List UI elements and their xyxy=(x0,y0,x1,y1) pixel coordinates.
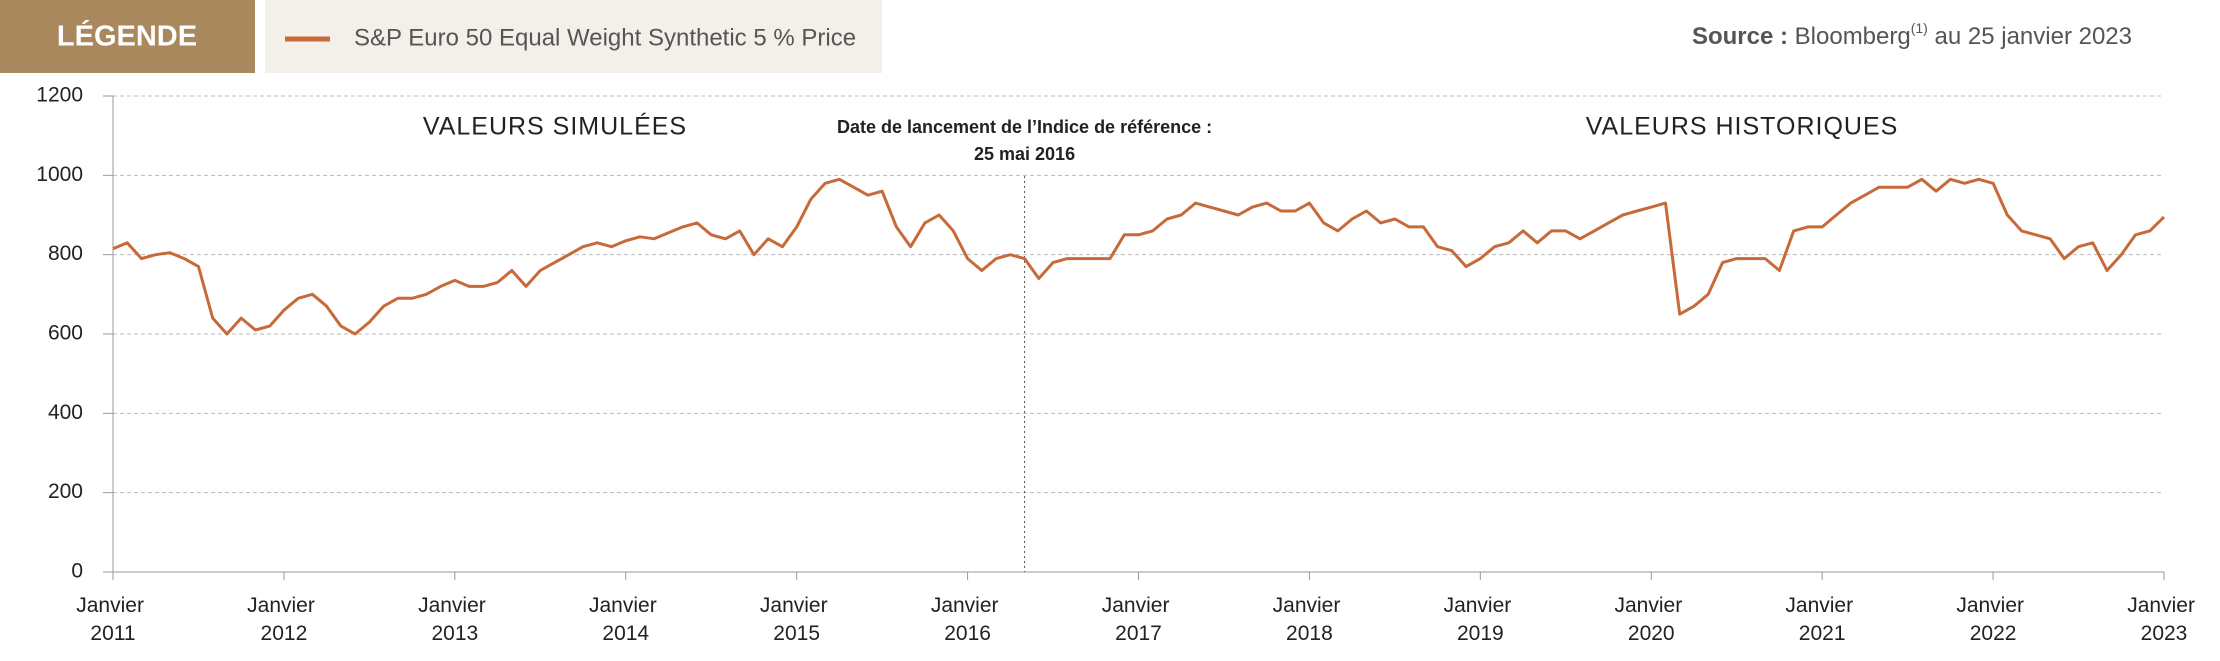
source-date: au 25 janvier 2023 xyxy=(1935,23,2132,50)
x-tick-label: Janvier 2021 xyxy=(1785,594,1859,645)
x-tick-label: Janvier 2013 xyxy=(418,594,492,645)
annotation: Date de lancement de l’Indice de référen… xyxy=(837,117,1212,137)
legend-panel xyxy=(265,0,882,73)
x-tick-label: Janvier 2012 xyxy=(247,594,321,645)
y-tick-label: 200 xyxy=(48,480,83,503)
y-tick-label: 600 xyxy=(48,322,83,345)
source-text: Bloomberg xyxy=(1795,23,1911,50)
source-label: Source : xyxy=(1692,23,1788,50)
annotation: VALEURS SIMULÉES xyxy=(423,112,687,141)
x-tick-label: Janvier 2014 xyxy=(589,594,663,645)
x-tick-label: Janvier 2017 xyxy=(1102,594,1176,645)
y-tick-label: 0 xyxy=(71,560,83,583)
legend-label: S&P Euro 50 Equal Weight Synthetic 5 % P… xyxy=(354,24,856,51)
legend-tab xyxy=(0,0,255,73)
source-note: (1) xyxy=(1911,20,1928,36)
x-tick-label: Janvier 2022 xyxy=(1956,594,2030,645)
x-tick-label: Janvier 2011 xyxy=(76,594,150,645)
y-tick-label: 800 xyxy=(48,242,83,265)
y-tick-label: 400 xyxy=(48,401,83,424)
x-tick-label: Janvier 2018 xyxy=(1273,594,1347,645)
y-tick-label: 1200 xyxy=(36,84,83,107)
x-tick-label: Janvier 2020 xyxy=(1614,594,1688,645)
source: Source : Bloomberg(1) au 25 janvier 2023 xyxy=(1692,14,2132,50)
x-tick-label: Janvier 2019 xyxy=(1444,594,1518,645)
series-line xyxy=(112,177,2166,336)
y-tick-label: 1000 xyxy=(36,163,83,186)
legend-tab-label: LÉGENDE xyxy=(57,19,197,53)
x-tick-label: Janvier 2016 xyxy=(931,594,1005,645)
x-tick-label: Janvier 2023 xyxy=(2127,594,2201,645)
x-tick-label: Janvier 2015 xyxy=(760,594,834,645)
annotation: VALEURS HISTORIQUES xyxy=(1586,113,1899,141)
annotation: 25 mai 2016 xyxy=(974,144,1075,164)
